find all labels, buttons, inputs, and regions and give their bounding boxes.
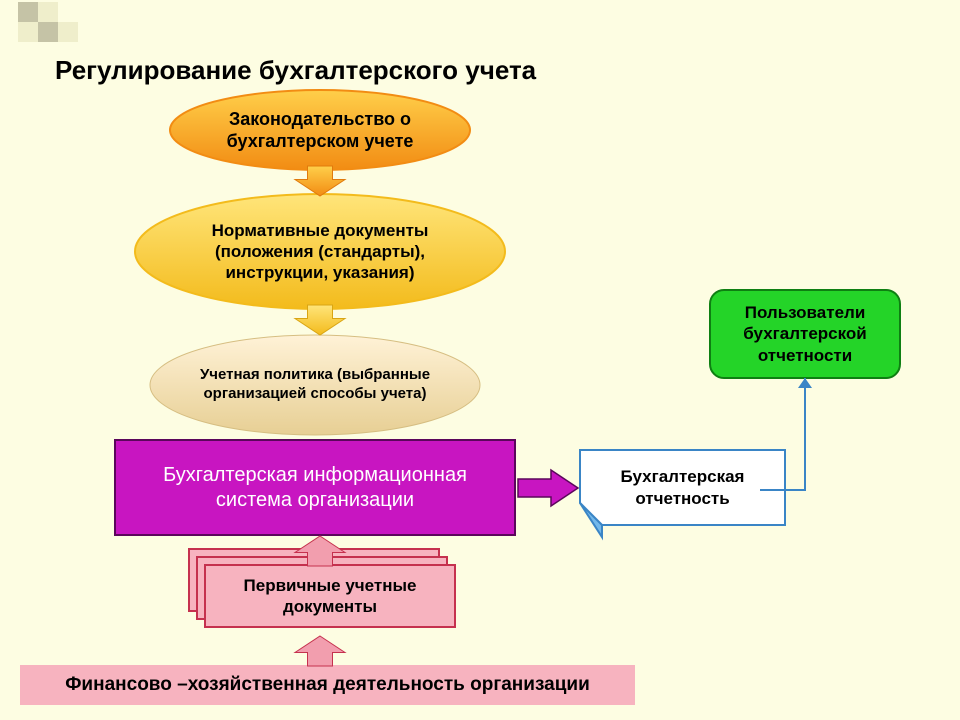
node-fin_activity: Финансово –хозяйственная деятельность ор… (20, 665, 635, 705)
node-normative: Нормативные документы (положения (станда… (135, 194, 505, 309)
node-users: Пользователи бухгалтерской отчетности (710, 290, 900, 378)
arrow-down-icon (295, 305, 345, 335)
arrow-right-icon (518, 470, 578, 506)
node-info_system: Бухгалтерская информационная система орг… (115, 440, 515, 535)
node-legislation: Законодательство о бухгалтерском учете (170, 90, 470, 170)
node-reporting: Бухгалтерская отчетность (580, 450, 785, 525)
decor-square (58, 22, 78, 42)
arrow-up-icon (295, 636, 345, 666)
decor-square (38, 2, 58, 22)
page-title: Регулирование бухгалтерского учета (55, 55, 536, 86)
arrow-down-icon (295, 166, 345, 196)
arrow-up-icon (295, 536, 345, 566)
node-primary_docs: Первичные учетные документы (205, 565, 455, 627)
diagram-stage: Регулирование бухгалтерского учета Законо… (0, 0, 960, 720)
decor-square (38, 22, 58, 42)
decor-square (18, 22, 38, 42)
node-policy: Учетная политика (выбранные организацией… (150, 335, 480, 435)
decor-square (18, 2, 38, 22)
